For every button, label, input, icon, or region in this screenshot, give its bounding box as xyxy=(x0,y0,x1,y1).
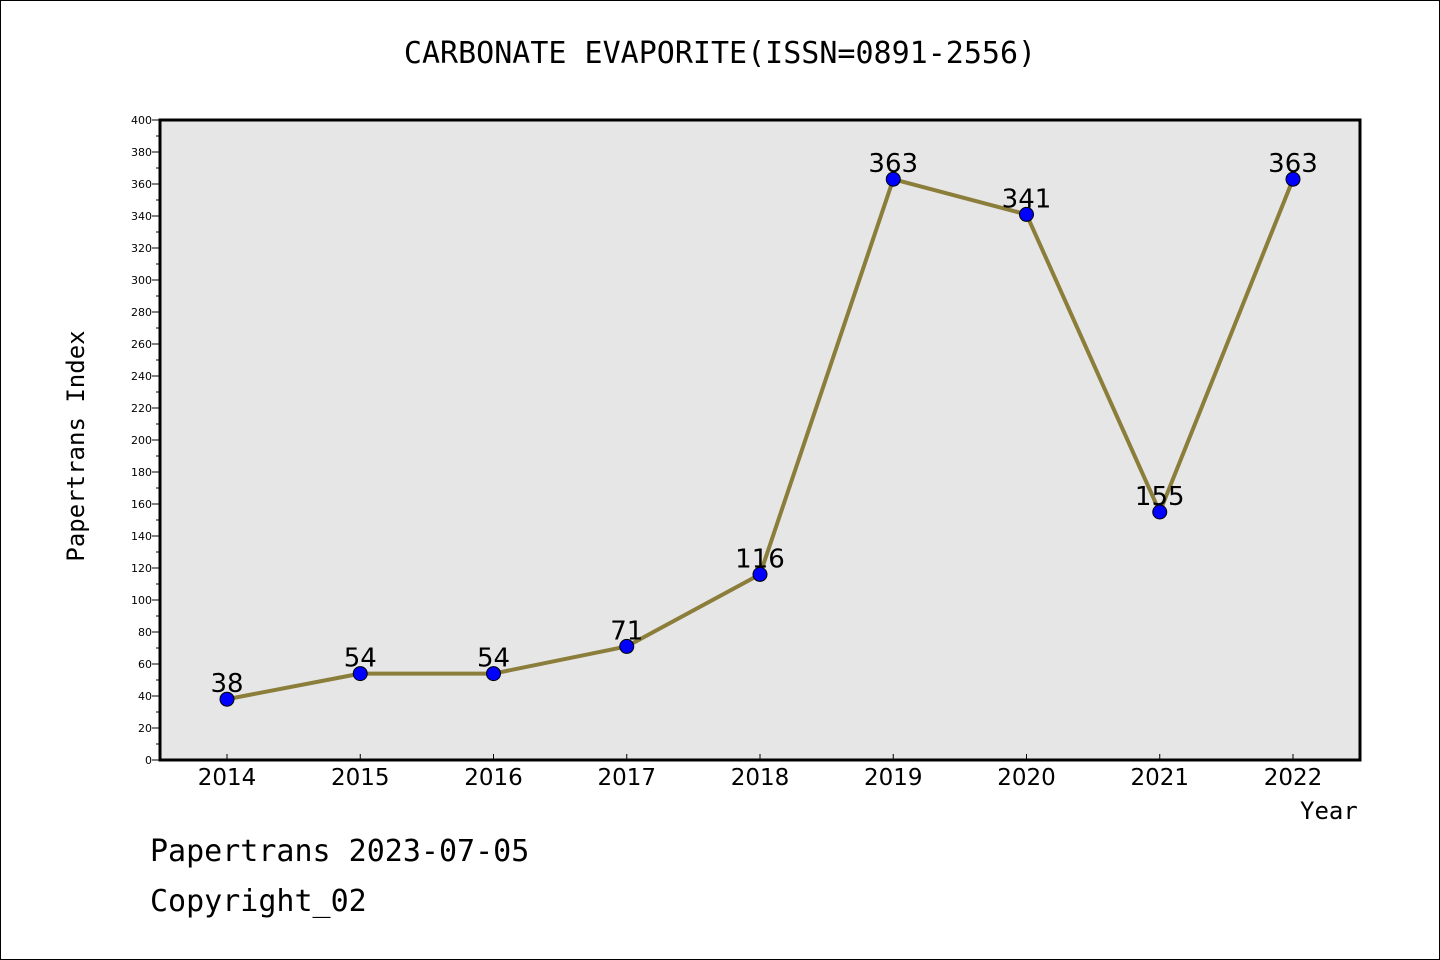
x-tick-label: 2020 xyxy=(997,765,1056,791)
y-tick-label: 40 xyxy=(138,690,152,703)
data-point xyxy=(885,171,901,187)
x-tick-label: 2022 xyxy=(1264,765,1323,791)
y-tick-label: 60 xyxy=(138,658,152,671)
footer-copyright: Copyright_02 xyxy=(150,884,367,919)
x-tick-label: 2019 xyxy=(864,765,923,791)
x-tick-label: 2017 xyxy=(597,765,656,791)
y-tick-label: 120 xyxy=(131,562,152,575)
y-tick-label: 360 xyxy=(131,178,152,191)
y-tick-label: 20 xyxy=(138,722,152,735)
y-tick-label: 300 xyxy=(131,274,152,287)
data-point xyxy=(752,566,768,582)
y-tick-label: 80 xyxy=(138,626,152,639)
data-label: 363 xyxy=(1268,149,1318,179)
x-tick-label: 2014 xyxy=(198,765,257,791)
plot-border xyxy=(158,118,1362,762)
plot-area xyxy=(160,120,1360,760)
data-label: 363 xyxy=(868,149,918,179)
data-label: 54 xyxy=(344,644,377,674)
data-point xyxy=(619,638,635,654)
data-label: 38 xyxy=(210,669,243,699)
y-tick-label: 220 xyxy=(131,402,152,415)
y-tick-label: 200 xyxy=(131,434,152,447)
data-label: 54 xyxy=(477,644,510,674)
y-tick-label: 100 xyxy=(131,594,152,607)
data-point xyxy=(352,666,368,682)
x-tick-label: 2016 xyxy=(464,765,523,791)
y-tick-label: 380 xyxy=(131,146,152,159)
data-point xyxy=(1152,504,1168,520)
data-point xyxy=(219,691,235,707)
data-label: 71 xyxy=(610,616,643,646)
x-tick-label: 2021 xyxy=(1130,765,1189,791)
y-tick-label: 340 xyxy=(131,210,152,223)
y-tick-label: 240 xyxy=(131,370,152,383)
data-point xyxy=(1019,206,1034,222)
y-tick-label: 140 xyxy=(131,530,152,543)
data-label: 116 xyxy=(735,544,785,574)
footer-date: Papertrans 2023-07-05 xyxy=(150,834,530,869)
y-tick-label: 400 xyxy=(131,114,152,127)
data-point xyxy=(486,666,501,682)
data-point xyxy=(1285,171,1301,187)
data-label: 155 xyxy=(1135,482,1185,512)
y-tick-label: 260 xyxy=(131,338,152,351)
y-tick-label: 180 xyxy=(131,466,152,479)
x-tick-label: 2018 xyxy=(731,765,790,791)
x-tick-label: 2015 xyxy=(331,765,390,791)
y-tick-label: 320 xyxy=(131,242,152,255)
y-tick-label: 0 xyxy=(145,754,152,767)
chart-title: CARBONATE EVAPORITE(ISSN=0891-2556) xyxy=(403,36,1037,71)
data-label: 341 xyxy=(1002,184,1052,214)
y-tick-label: 160 xyxy=(131,498,152,511)
y-tick-label: 280 xyxy=(131,306,152,319)
x-axis-label: Year xyxy=(1300,797,1358,825)
